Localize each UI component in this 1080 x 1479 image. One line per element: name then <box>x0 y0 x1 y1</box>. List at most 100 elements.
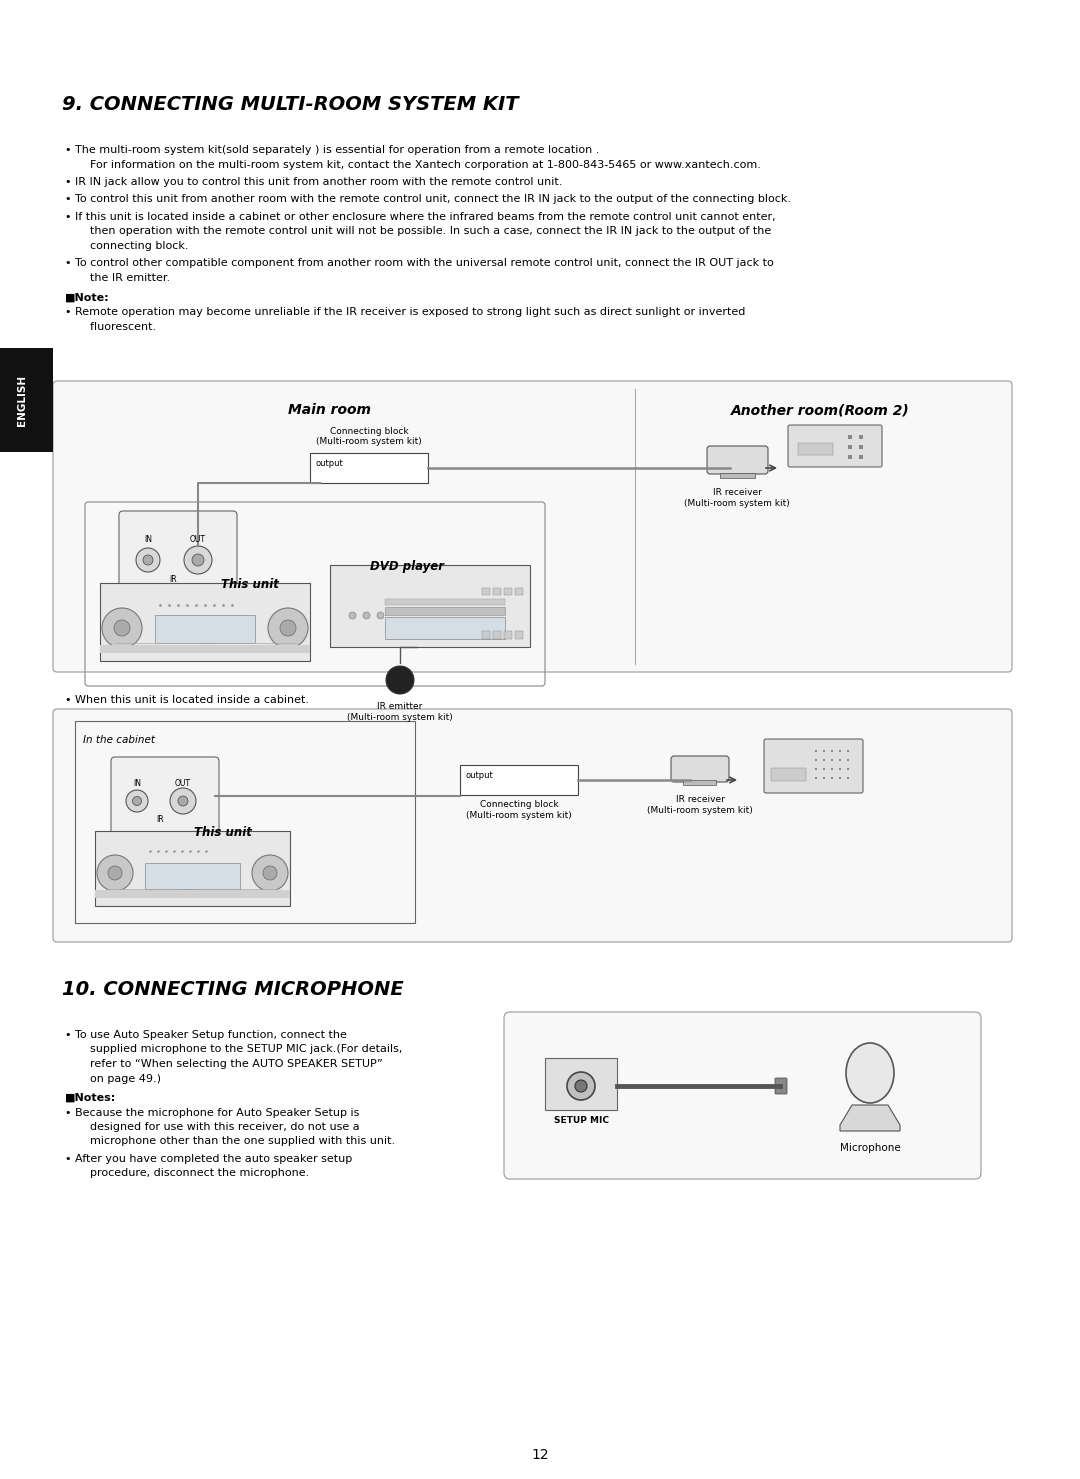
Bar <box>482 632 490 639</box>
Text: on page 49.): on page 49.) <box>83 1074 161 1084</box>
Text: SETUP MIC: SETUP MIC <box>554 1117 608 1126</box>
Text: • If this unit is located inside a cabinet or other enclosure where the infrared: • If this unit is located inside a cabin… <box>65 211 775 222</box>
Text: 12: 12 <box>531 1448 549 1463</box>
Circle shape <box>252 855 288 890</box>
Ellipse shape <box>846 1043 894 1103</box>
Text: Connecting block: Connecting block <box>329 427 408 436</box>
Bar <box>145 864 240 889</box>
Text: (Multi-room system kit): (Multi-room system kit) <box>684 498 789 507</box>
FancyBboxPatch shape <box>707 447 768 473</box>
Circle shape <box>268 608 308 648</box>
Text: ENGLISH: ENGLISH <box>17 374 27 426</box>
Circle shape <box>108 867 122 880</box>
Circle shape <box>178 796 188 806</box>
Circle shape <box>136 549 160 572</box>
FancyBboxPatch shape <box>111 757 219 837</box>
Text: output: output <box>315 458 342 467</box>
Text: DVD player: DVD player <box>370 561 444 572</box>
Bar <box>515 589 523 595</box>
Text: IN: IN <box>144 535 152 544</box>
Circle shape <box>97 855 133 890</box>
Bar <box>75 720 415 923</box>
Bar <box>156 615 255 643</box>
FancyBboxPatch shape <box>775 1078 787 1094</box>
Bar <box>492 589 501 595</box>
Text: microphone other than the one supplied with this unit.: microphone other than the one supplied w… <box>83 1136 395 1146</box>
FancyBboxPatch shape <box>764 740 863 793</box>
Circle shape <box>264 867 276 880</box>
Bar <box>720 473 755 478</box>
Bar <box>330 565 530 646</box>
Circle shape <box>143 555 153 565</box>
FancyBboxPatch shape <box>671 756 729 782</box>
Text: then operation with the remote control unit will not be possible. In such a case: then operation with the remote control u… <box>83 226 771 237</box>
Text: IR receiver: IR receiver <box>713 488 761 497</box>
Text: IR emitter: IR emitter <box>377 703 422 711</box>
Text: OUT: OUT <box>175 778 191 787</box>
Text: • To control other compatible component from another room with the universal rem: • To control other compatible component … <box>65 259 773 269</box>
Bar <box>771 768 806 781</box>
Text: (Multi-room system kit): (Multi-room system kit) <box>467 810 572 819</box>
Text: output: output <box>465 771 492 779</box>
Bar <box>482 589 490 595</box>
Bar <box>310 453 428 484</box>
Text: fluorescent.: fluorescent. <box>83 321 157 331</box>
Circle shape <box>575 1080 588 1092</box>
Text: (Multi-room system kit): (Multi-room system kit) <box>316 436 422 447</box>
Text: IR receiver: IR receiver <box>676 796 725 805</box>
Text: • After you have completed the auto speaker setup: • After you have completed the auto spea… <box>65 1154 352 1164</box>
Circle shape <box>184 546 212 574</box>
Text: Connecting block: Connecting block <box>480 800 558 809</box>
Text: This unit: This unit <box>193 825 252 839</box>
Bar <box>545 1057 617 1111</box>
Text: Microphone: Microphone <box>839 1143 901 1154</box>
Circle shape <box>126 790 148 812</box>
Circle shape <box>567 1072 595 1100</box>
Circle shape <box>133 797 141 806</box>
Circle shape <box>114 620 130 636</box>
Text: This unit: This unit <box>221 578 279 592</box>
FancyBboxPatch shape <box>504 1012 981 1179</box>
Bar <box>515 632 523 639</box>
Bar <box>504 589 512 595</box>
FancyBboxPatch shape <box>53 708 1012 942</box>
Text: • Because the microphone for Auto Speaker Setup is: • Because the microphone for Auto Speake… <box>65 1108 360 1118</box>
Bar <box>504 632 512 639</box>
Text: For information on the multi-room system kit, contact the Xantech corporation at: For information on the multi-room system… <box>83 160 761 170</box>
Bar <box>100 645 310 654</box>
Bar <box>95 831 291 907</box>
Text: (Multi-room system kit): (Multi-room system kit) <box>347 713 453 722</box>
Text: (Multi-room system kit): (Multi-room system kit) <box>647 806 753 815</box>
Text: IN: IN <box>133 778 141 787</box>
Text: 9. CONNECTING MULTI-ROOM SYSTEM KIT: 9. CONNECTING MULTI-ROOM SYSTEM KIT <box>62 95 518 114</box>
Text: • IR IN jack allow you to control this unit from another room with the remote co: • IR IN jack allow you to control this u… <box>65 177 563 186</box>
FancyBboxPatch shape <box>119 512 237 599</box>
Text: • When this unit is located inside a cabinet.: • When this unit is located inside a cab… <box>65 695 309 705</box>
Circle shape <box>280 620 296 636</box>
Text: • The multi-room system kit(sold separately ) is essential for operation from a : • The multi-room system kit(sold separat… <box>65 145 599 155</box>
FancyBboxPatch shape <box>788 424 882 467</box>
Text: designed for use with this receiver, do not use a: designed for use with this receiver, do … <box>83 1123 360 1131</box>
Bar <box>384 606 505 615</box>
Bar <box>100 583 310 661</box>
Text: • Remote operation may become unreliable if the IR receiver is exposed to strong: • Remote operation may become unreliable… <box>65 308 745 317</box>
Text: Another room(Room 2): Another room(Room 2) <box>731 402 909 417</box>
Circle shape <box>192 555 204 566</box>
Text: OUT: OUT <box>190 535 206 544</box>
Circle shape <box>386 666 414 694</box>
Text: procedure, disconnect the microphone.: procedure, disconnect the microphone. <box>83 1168 309 1179</box>
Text: • To control this unit from another room with the remote control unit, connect t: • To control this unit from another room… <box>65 195 791 204</box>
Bar <box>798 444 833 456</box>
Text: ■Notes:: ■Notes: <box>65 1093 117 1103</box>
Bar <box>492 632 501 639</box>
Text: the IR emitter.: the IR emitter. <box>83 274 171 282</box>
Text: IR: IR <box>157 815 164 824</box>
Text: supplied microphone to the SETUP MIC jack.(For details,: supplied microphone to the SETUP MIC jac… <box>83 1044 403 1055</box>
Bar <box>683 779 716 785</box>
Bar <box>95 890 291 898</box>
Text: IR: IR <box>170 575 177 584</box>
FancyBboxPatch shape <box>53 382 1012 671</box>
Circle shape <box>170 788 195 813</box>
Circle shape <box>102 608 141 648</box>
Text: refer to “When selecting the AUTO SPEAKER SETUP”: refer to “When selecting the AUTO SPEAKE… <box>83 1059 382 1069</box>
